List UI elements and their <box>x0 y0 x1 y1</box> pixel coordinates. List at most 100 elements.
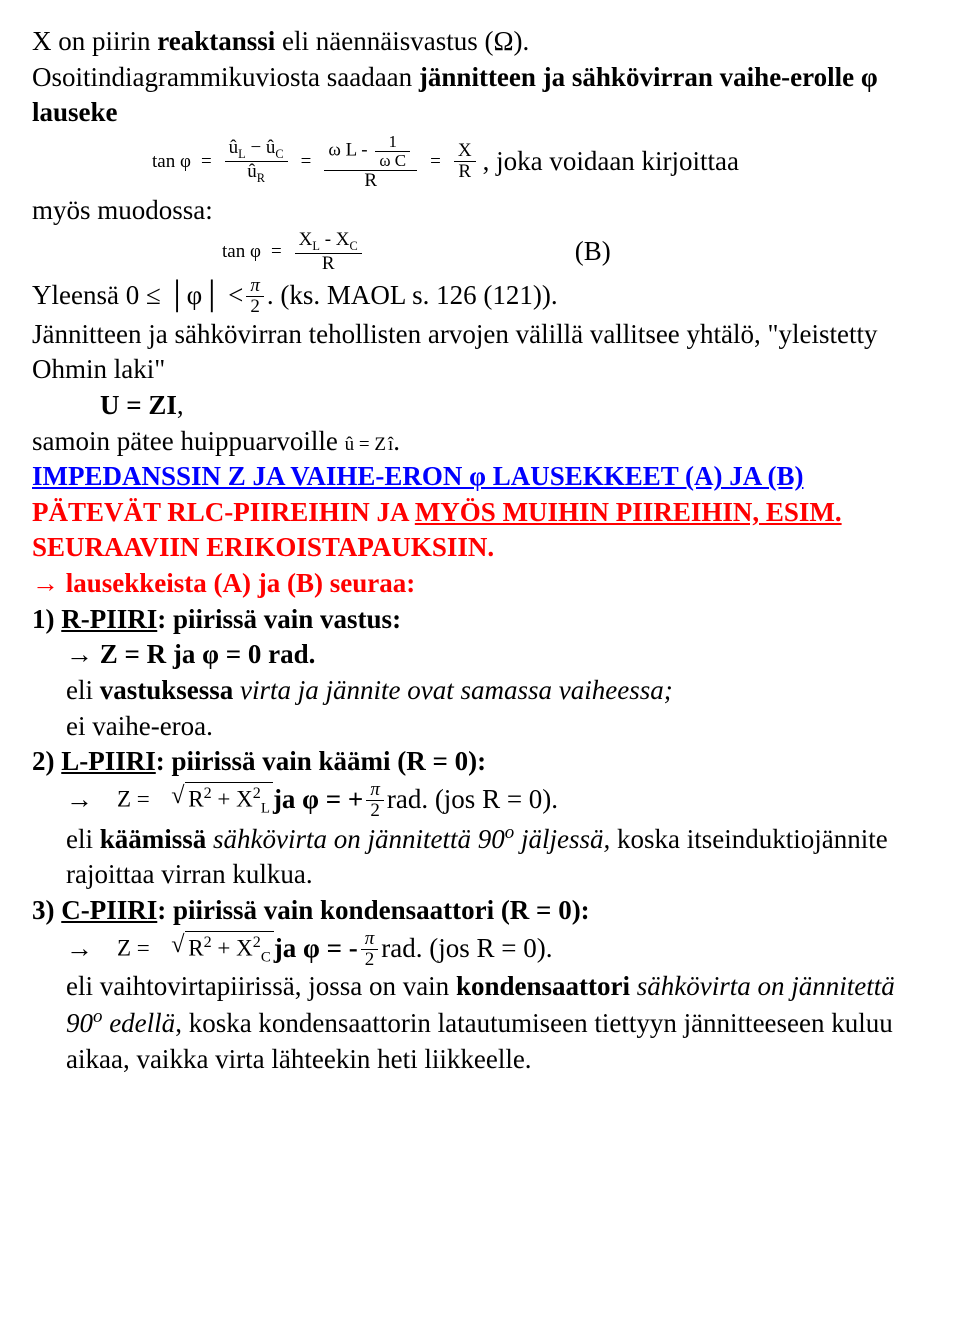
b: vastuksessa <box>100 675 234 705</box>
t: eli <box>66 824 100 854</box>
eq-tail: , joka voidaan kirjoittaa <box>483 144 739 180</box>
n: XL - XC <box>295 230 362 254</box>
rad: R2 + X2L <box>185 782 273 819</box>
b: kondensaattori <box>456 971 630 1001</box>
t: rad. (jos R = 0). <box>387 782 558 818</box>
rad: R2 + X2C <box>185 931 274 968</box>
para-derivation: → lausekkeista (A) ja (B) seuraa: <box>32 566 928 602</box>
d: R <box>295 254 362 274</box>
dot: . <box>393 426 400 456</box>
txt: Osoitindiagrammikuviosta saadaan <box>32 62 419 92</box>
t: Z = R ja φ = 0 rad. <box>93 639 315 669</box>
t2: , koska kondensaattorin latautumiseen ti… <box>66 1008 893 1074</box>
imp-d: SEURAAVIIN ERIKOISTAPAUKSIIN. <box>32 532 494 562</box>
i2: edellä <box>102 1008 175 1038</box>
label: C-PIIRI <box>61 895 157 925</box>
n: X <box>454 141 476 162</box>
label: R-PIIRI <box>61 604 157 634</box>
label: L-PIIRI <box>61 746 156 776</box>
r-expl2: ei vaihe-eroa. <box>66 709 928 745</box>
eq: Z = R2 + X2L <box>117 782 273 819</box>
arrow-icon: → <box>66 639 93 669</box>
t: ω L - <box>328 140 367 161</box>
document-page: X on piirin reaktanssi eli näennäisvastu… <box>0 0 960 1117</box>
imp-c: MYÖS MUIHIN PIIREIHIN, ESIM. <box>415 497 842 527</box>
t: samoin pätee huippuarvoille <box>32 426 345 456</box>
inner-frac: 1 ω C <box>375 133 410 170</box>
para-intro: Osoitindiagrammikuviosta saadaan jännitt… <box>32 60 928 131</box>
t: Yleensä 0 ≤ │φ│ < <box>32 278 243 314</box>
den: ûR <box>225 162 288 185</box>
pi: π <box>366 780 384 801</box>
num: ûL − ûC <box>225 138 288 162</box>
pi: π <box>246 276 264 297</box>
sqrt: R2 + X2C <box>171 931 274 968</box>
pi-over-2: π 2 <box>366 780 384 821</box>
tan: tan φ <box>152 149 191 174</box>
pi-over-2: π 2 <box>361 929 379 970</box>
para-reaktanssi: X on piirin reaktanssi eli näennäisvastu… <box>32 24 928 60</box>
z: Z = <box>117 786 150 811</box>
frac-3: X R <box>454 141 476 182</box>
arrow-icon: → <box>32 568 59 598</box>
n: 2) <box>32 746 61 776</box>
eq: = <box>430 149 441 174</box>
i2: jäljessä, <box>514 824 610 854</box>
t: : piirissä vain vastus: <box>157 604 401 634</box>
t: . (ks. MAOL s. 126 (121)). <box>267 278 558 314</box>
para-myos: myös muodossa: <box>32 193 928 229</box>
t: : piirissä vain kondensaattori (R = 0): <box>157 895 589 925</box>
tan: tan φ <box>222 239 261 264</box>
t: Jännitteen ja sähkövirran tehollisten ar… <box>32 319 878 385</box>
r-expl: eli vastuksessa virta ja jännite ovat sa… <box>66 673 928 709</box>
l-result: → Z = R2 + X2L ja φ = + π 2 rad. (jos R … <box>66 780 928 821</box>
eq: Z = R2 + X2C <box>117 931 274 968</box>
num: ω L - 1 ω C <box>324 133 417 171</box>
imp-b: PÄTEVÄT RLC-PIIREIHIN JA <box>32 497 415 527</box>
pi-over-2: π 2 <box>246 276 264 317</box>
heading-c: 3) C-PIIRI: piirissä vain kondensaattori… <box>32 893 928 929</box>
heading-r: 1) R-PIIRI: piirissä vain vastus: <box>32 602 928 638</box>
eq: = <box>201 149 212 174</box>
two: 2 <box>366 801 384 821</box>
sqrt: R2 + X2L <box>171 782 273 819</box>
r-result: → Z = R ja φ = 0 rad. <box>66 637 928 673</box>
d: ω C <box>375 152 410 170</box>
frac-1: ûL − ûC ûR <box>225 138 288 185</box>
d: R <box>454 162 476 182</box>
heading-l: 2) L-PIIRI: piirissä vain käämi (R = 0): <box>32 744 928 780</box>
eq-hat: û = Zî <box>345 434 394 455</box>
n: 1) <box>32 604 61 634</box>
two: 2 <box>361 950 379 970</box>
txt: eli näennäisvastus (Ω). <box>275 26 529 56</box>
l-expl: eli käämissä sähkövirta on jännitettä 90… <box>66 821 928 893</box>
pi: π <box>361 929 379 950</box>
frac-2: ω L - 1 ω C R <box>324 133 417 191</box>
heading-impedanssi: IMPEDANSSIN Z JA VAIHE-ERON φ LAUSEKKEET… <box>32 459 928 566</box>
eq-body: tan φ = XL - XC R <box>222 230 365 274</box>
i: sähkövirta on jännitettä 90 <box>206 824 504 854</box>
t: eli vaihtovirtapiirissä, jossa on vain <box>66 971 456 1001</box>
para-ohm: Jännitteen ja sähkövirran tehollisten ar… <box>32 317 928 388</box>
txt: X on piirin <box>32 26 157 56</box>
z: Z = <box>117 935 150 960</box>
arrow-icon: → <box>66 782 93 818</box>
uzi: U = ZI <box>100 390 177 420</box>
n: 3) <box>32 895 61 925</box>
eq: = <box>301 149 312 174</box>
t: : piirissä vain käämi (R = 0): <box>156 746 486 776</box>
eq: = <box>271 239 282 264</box>
eq-UZI: U = ZI, <box>100 388 928 424</box>
term-reaktanssi: reaktanssi <box>157 26 275 56</box>
para-yleensa: Yleensä 0 ≤ │φ│ < π 2 . (ks. MAOL s. 126… <box>32 276 928 317</box>
eq-body: tan φ = ûL − ûC ûR = ω L - 1 ω C R = X <box>152 133 479 191</box>
frac: XL - XC R <box>295 230 362 274</box>
tag-B: (B) <box>575 234 611 270</box>
two: 2 <box>246 297 264 317</box>
deg: o <box>505 822 514 843</box>
equation-tanphi: tan φ = ûL − ûC ûR = ω L - 1 ω C R = X <box>32 133 928 191</box>
t: rad. (jos R = 0). <box>381 931 552 967</box>
b: käämissä <box>100 824 207 854</box>
comma: , <box>177 390 184 420</box>
den: R <box>324 171 417 191</box>
